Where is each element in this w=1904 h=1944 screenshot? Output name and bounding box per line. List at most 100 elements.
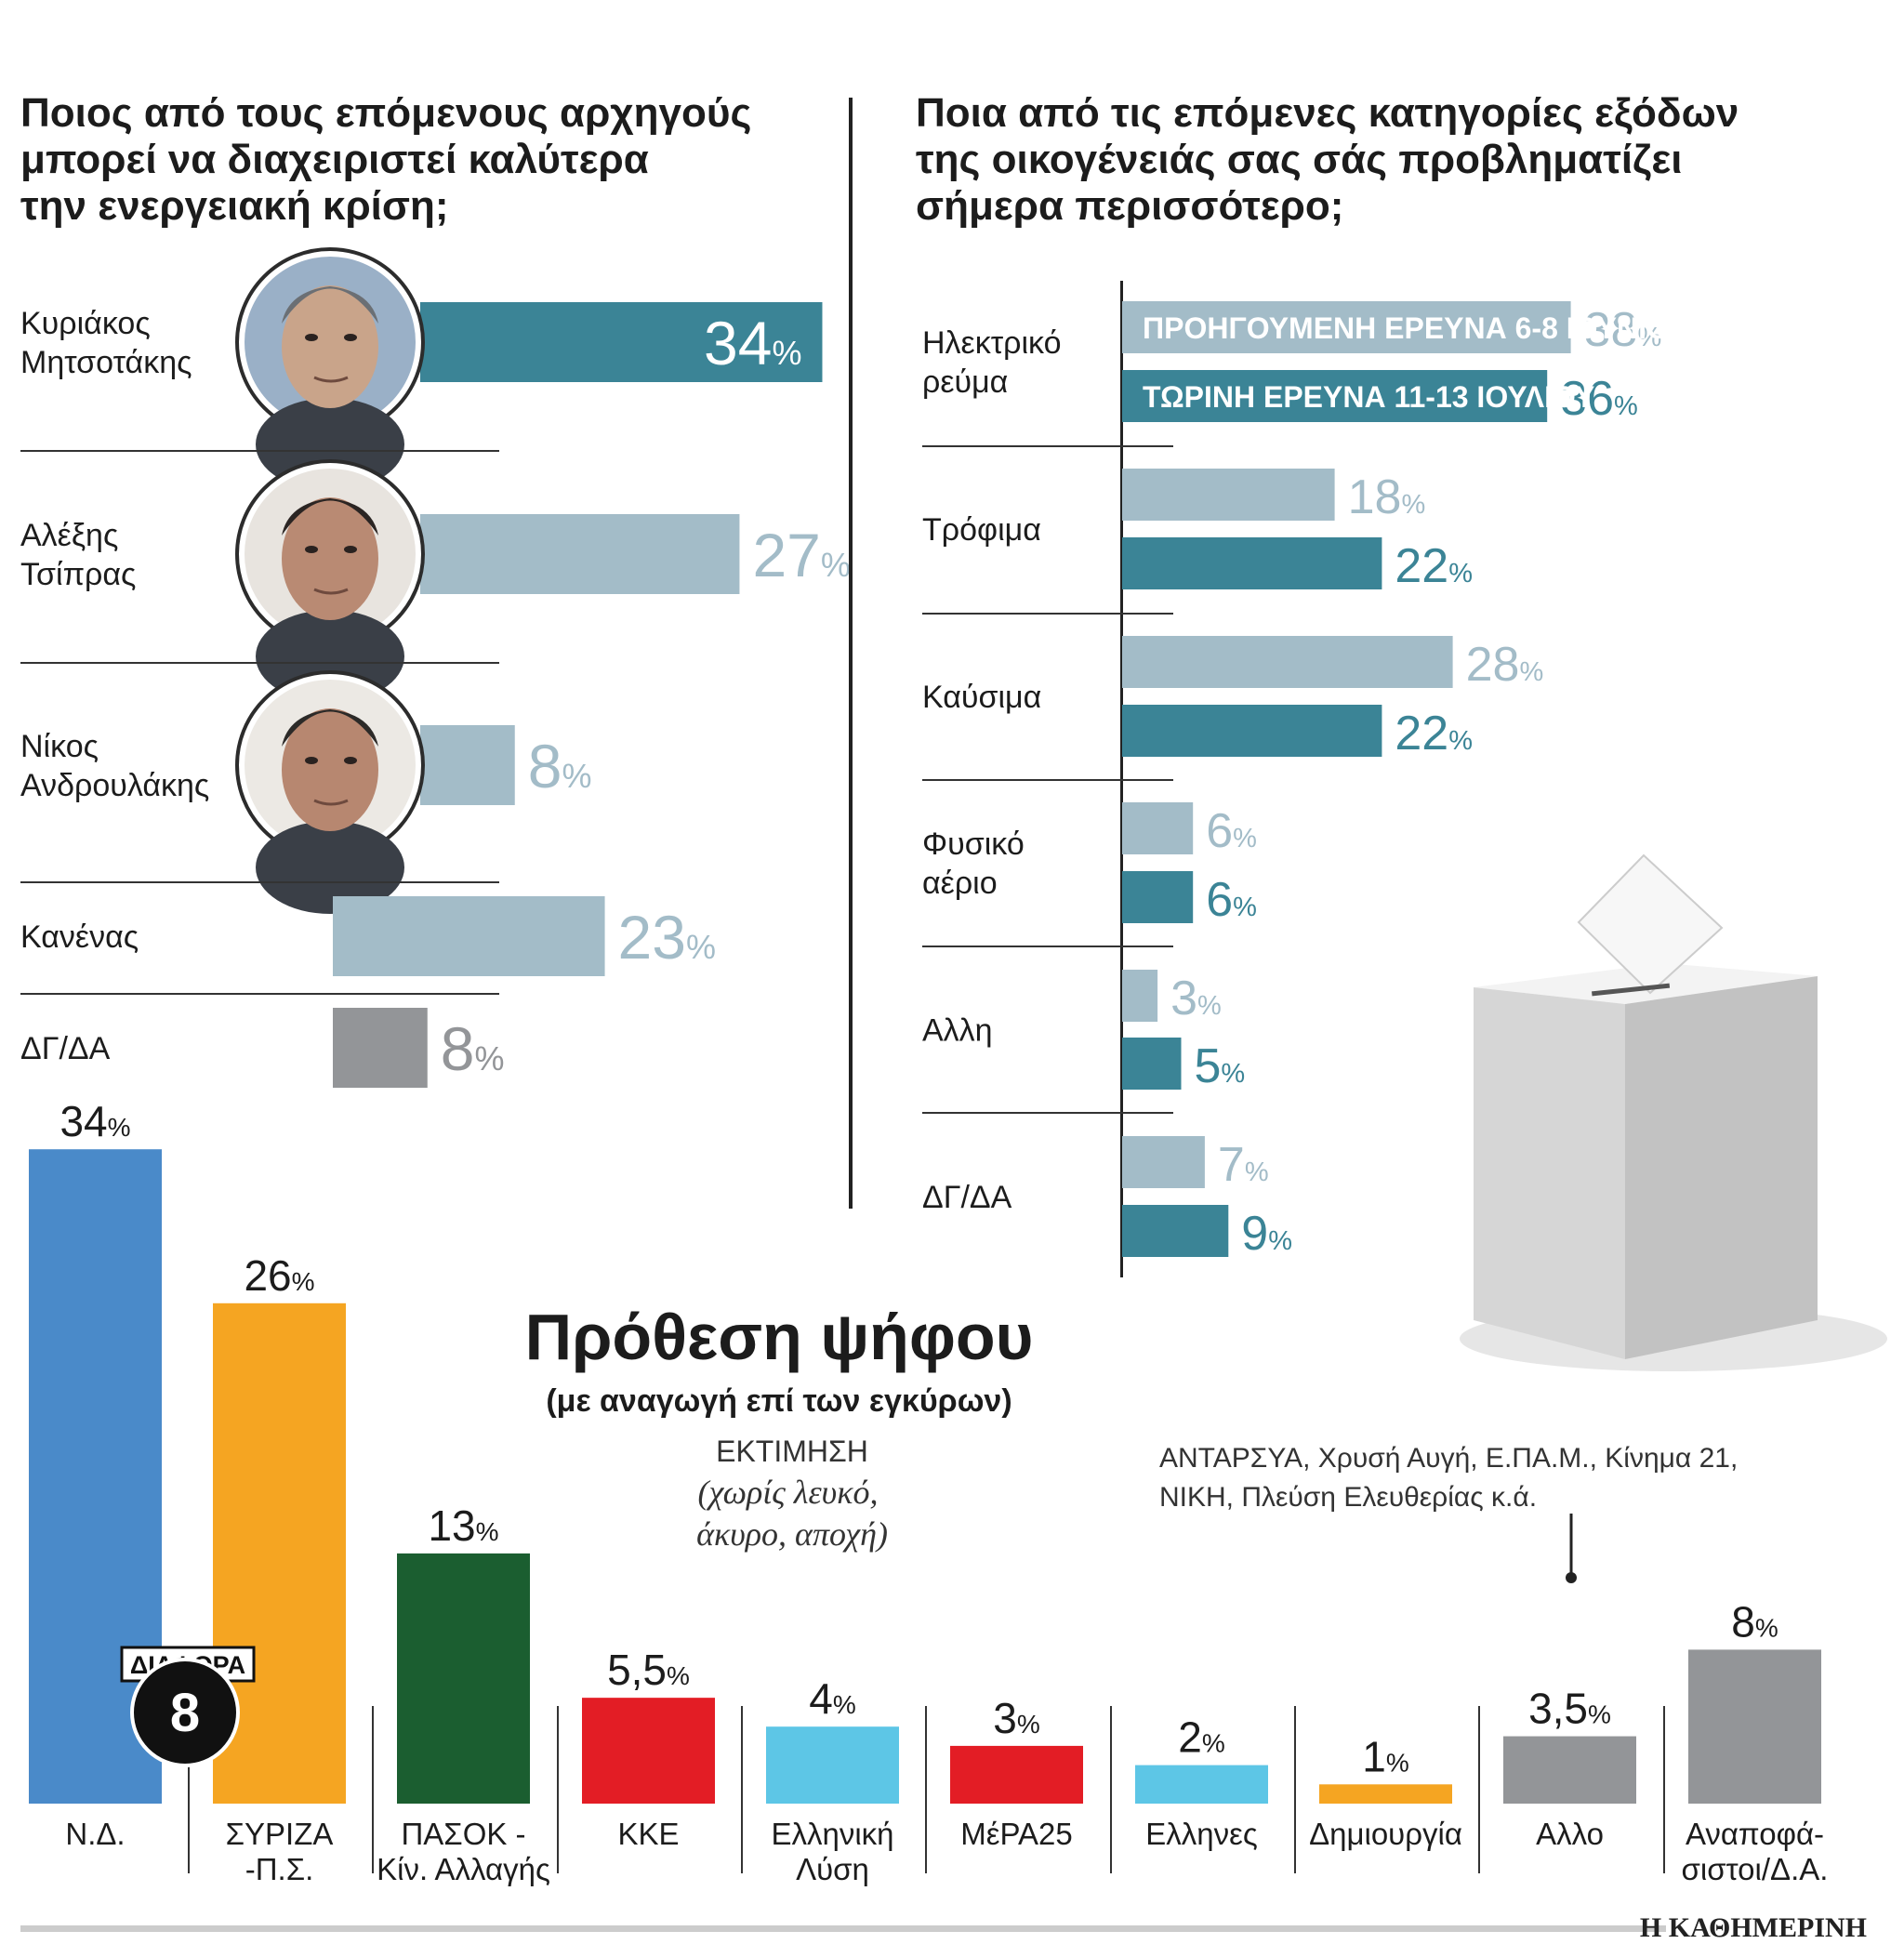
leader-label: Κανένας: [20, 919, 139, 955]
estimate-note: (χωρίς λευκό, άκυρο, αποχή): [696, 1474, 888, 1553]
vote-label: ΚΚΕ: [617, 1817, 679, 1851]
column-divider: [1663, 1706, 1665, 1873]
leader-value: 27%: [752, 521, 850, 589]
expense-value-previous: 18%: [1348, 470, 1426, 524]
leader-bar: [420, 302, 823, 382]
leader-bar: [420, 725, 515, 805]
leader-label: Νίκος Ανδρουλάκης: [20, 729, 209, 803]
leader-label: Αλέξης Τσίπρας: [20, 518, 136, 592]
leaders-chart: Ποιος από τους επόμενους αρχηγούς μπορεί…: [20, 90, 851, 1088]
column-divider: [557, 1706, 559, 1873]
row-divider: [20, 993, 499, 995]
vote-label: Δημιουργία: [1309, 1817, 1462, 1851]
other-parties-note: ΑΝΤΑΡΣΥΑ, Χρυσή Αυγή, Ε.ΠΑ.Μ., Κίνημα 21…: [1159, 1443, 1746, 1513]
expense-value-current: 6%: [1206, 873, 1257, 927]
column-divider: [1294, 1706, 1296, 1873]
row-divider: [20, 450, 499, 452]
column-divider: [372, 1706, 374, 1873]
vote-value: 2%: [1178, 1713, 1225, 1762]
vote-intention-chart: Πρόθεση ψήφου (με αναγωγή επί των εγκύρω…: [29, 1097, 1828, 1886]
expense-value-previous: 6%: [1206, 804, 1257, 858]
leader-label: Κυριάκος Μητσοτάκης: [20, 306, 192, 380]
portrait-androulakis: [235, 670, 425, 914]
expense-bar-current: [1122, 1038, 1182, 1090]
footer-rule: [20, 1925, 1666, 1932]
leaders-chart-title: Ποιος από τους επόμενους αρχηγούς μπορεί…: [20, 90, 763, 229]
vote-bar: [1503, 1736, 1636, 1804]
expense-bar-current: [1122, 705, 1382, 757]
row-divider: [20, 662, 499, 664]
expenses-chart: Ποια από τις επόμενες κατηγορίες εξόδων …: [916, 90, 1750, 1277]
vote-value: 3%: [993, 1694, 1040, 1742]
expense-label: Ηλεκτρικό ρεύμα: [922, 325, 1062, 400]
legend-previous: ΠΡΟΗΓΟΥΜΕΝΗ ΕΡΕΥΝΑ 6-8 ΙΟΥΝΙΟΥ: [1143, 311, 1688, 345]
column-divider: [1478, 1706, 1480, 1873]
footer-brand: Η ΚΑΘΗΜΕΡΙΝΗ: [1640, 1912, 1867, 1943]
vote-bar: [766, 1726, 899, 1804]
vote-label: Αλλο: [1536, 1817, 1604, 1851]
vote-label: Αναποφά-σιστοι/Δ.Α.: [1682, 1817, 1829, 1886]
leader-bar: [420, 514, 740, 594]
vote-value: 4%: [809, 1674, 856, 1723]
vote-bar: [1135, 1765, 1268, 1804]
expense-label: Καύσιμα: [922, 680, 1041, 715]
difference-badge: ΔΙΑΦΟΡΑ 8: [120, 1646, 256, 1767]
vote-label: ΠΑΣΟΚ -Κίν. Αλλαγής: [377, 1817, 550, 1886]
expense-bar-previous: [1122, 970, 1158, 1022]
expenses-chart-title: Ποια από τις επόμενες κατηγορίες εξόδων …: [916, 90, 1750, 229]
vote-value: 34%: [60, 1097, 130, 1145]
expense-value-current: 9%: [1241, 1207, 1292, 1261]
other-note-leader-dot: [1566, 1572, 1577, 1583]
vote-value: 13%: [428, 1501, 498, 1550]
column-divider: [925, 1706, 927, 1873]
expense-bar-current: [1122, 537, 1382, 589]
expense-label: Φυσικό αέριο: [922, 827, 1025, 901]
row-divider: [922, 445, 1173, 447]
leader-value: 8%: [441, 1014, 505, 1083]
expense-bar-previous: [1122, 1136, 1205, 1188]
vote-title: Πρόθεση ψήφου: [525, 1301, 1034, 1373]
leader-value: 23%: [618, 903, 716, 972]
leader-value: 8%: [528, 732, 592, 800]
expense-value-current: 22%: [1395, 539, 1473, 593]
expense-bar-current: [1122, 871, 1194, 923]
expense-value-current: 22%: [1395, 707, 1473, 760]
vote-bar: [582, 1698, 715, 1804]
leader-bar: [333, 1008, 428, 1088]
row-divider: [922, 613, 1173, 615]
row-divider: [922, 779, 1173, 781]
expense-label: Τρόφιμα: [922, 512, 1041, 548]
column-divider: [1110, 1706, 1112, 1873]
vote-bar: [950, 1745, 1083, 1804]
expense-value-previous: 7%: [1218, 1138, 1269, 1192]
expense-value-current: 36%: [1560, 372, 1638, 426]
column-divider: [741, 1706, 743, 1873]
vote-value: 8%: [1731, 1597, 1778, 1646]
portrait-mitsotakis: [235, 247, 425, 491]
expense-label: ΔΓ/ΔΑ: [922, 1180, 1012, 1215]
row-divider: [922, 1112, 1173, 1114]
expense-bar-previous: [1122, 469, 1335, 521]
vote-value: 5,5%: [607, 1646, 690, 1694]
portrait-tsipras: [235, 459, 425, 703]
vote-label: Ν.Δ.: [65, 1817, 125, 1851]
vote-label: Ελληνική Λύση: [771, 1817, 893, 1886]
row-divider: [20, 881, 499, 883]
expense-value-previous: 28%: [1466, 638, 1544, 692]
leader-bar: [333, 896, 605, 976]
expense-bar-previous: [1122, 301, 1571, 353]
ballot-box-illustration: [1460, 853, 1887, 1371]
vote-label: ΜέΡΑ25: [960, 1817, 1072, 1851]
legend-current: ΤΩΡΙΝΗ ΕΡΕΥΝΑ 11-13 ΙΟΥΛΙΟΥ: [1143, 380, 1594, 414]
expense-bar-current: [1122, 370, 1548, 422]
expense-value-previous: 3%: [1170, 972, 1222, 1025]
expense-bar-previous: [1122, 802, 1194, 854]
vote-bar: [1319, 1784, 1452, 1804]
vote-value: 3,5%: [1528, 1685, 1611, 1733]
difference-value: 8: [170, 1683, 200, 1743]
expense-bar-previous: [1122, 636, 1453, 688]
expense-label: Αλλη: [922, 1013, 993, 1049]
vote-label: Ελληνες: [1145, 1817, 1257, 1851]
vote-subtitle: (με αναγωγή επί των εγκύρων): [546, 1383, 1012, 1419]
